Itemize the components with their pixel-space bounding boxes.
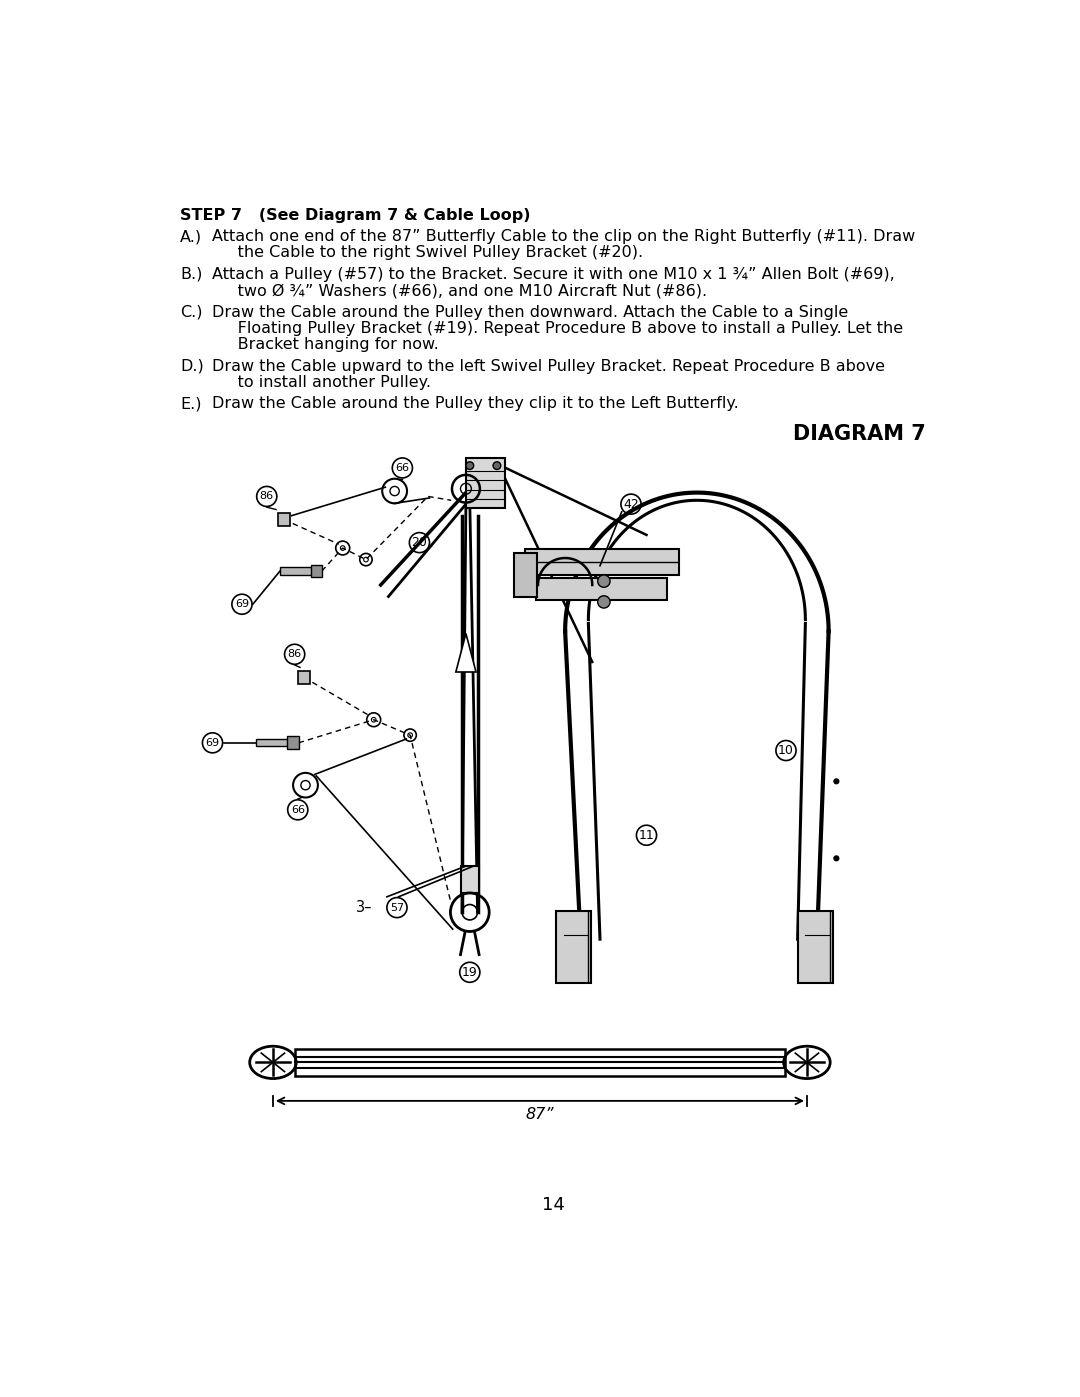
Text: two Ø ¾” Washers (#66), and one M10 Aircraft Nut (#86).: two Ø ¾” Washers (#66), and one M10 Airc…	[213, 284, 707, 298]
FancyBboxPatch shape	[311, 564, 322, 577]
Text: 86: 86	[259, 492, 274, 502]
Circle shape	[834, 855, 839, 862]
Text: Attach a Pulley (#57) to the Bracket. Secure it with one M10 x 1 ¾” Allen Bolt (: Attach a Pulley (#57) to the Bracket. Se…	[213, 267, 895, 282]
FancyBboxPatch shape	[298, 671, 310, 683]
Text: 69: 69	[205, 738, 219, 747]
FancyBboxPatch shape	[514, 553, 537, 598]
Text: 11: 11	[638, 828, 654, 842]
Text: DIAGRAM 7: DIAGRAM 7	[793, 425, 926, 444]
FancyBboxPatch shape	[556, 911, 592, 983]
Text: 57: 57	[390, 902, 404, 912]
FancyBboxPatch shape	[537, 578, 667, 599]
FancyBboxPatch shape	[465, 458, 504, 509]
Text: Bracket hanging for now.: Bracket hanging for now.	[213, 337, 440, 352]
Text: the Cable to the right Swivel Pulley Bracket (#20).: the Cable to the right Swivel Pulley Bra…	[213, 246, 644, 260]
Text: E.): E.)	[180, 397, 202, 411]
Circle shape	[597, 576, 610, 587]
Text: D.): D.)	[180, 359, 204, 373]
Circle shape	[597, 595, 610, 608]
Circle shape	[465, 462, 474, 469]
Text: 10: 10	[778, 745, 794, 757]
FancyBboxPatch shape	[280, 567, 313, 574]
Circle shape	[494, 462, 501, 469]
Text: Floating Pulley Bracket (#19). Repeat Procedure B above to install a Pulley. Let: Floating Pulley Bracket (#19). Repeat Pr…	[213, 321, 904, 335]
Text: 69: 69	[234, 599, 249, 609]
FancyBboxPatch shape	[278, 513, 291, 525]
Circle shape	[834, 778, 839, 784]
FancyBboxPatch shape	[798, 911, 834, 983]
Text: 3–: 3–	[355, 900, 373, 915]
Text: A.): A.)	[180, 229, 202, 244]
Polygon shape	[456, 633, 476, 672]
Text: 42: 42	[623, 497, 639, 511]
Text: Draw the Cable around the Pulley they clip it to the Left Butterfly.: Draw the Cable around the Pulley they cl…	[213, 397, 739, 411]
FancyBboxPatch shape	[525, 549, 679, 576]
Text: 20: 20	[411, 536, 428, 549]
Text: to install another Pulley.: to install another Pulley.	[213, 374, 432, 390]
Text: 19: 19	[462, 965, 477, 979]
Text: 66: 66	[395, 462, 409, 474]
FancyBboxPatch shape	[460, 866, 480, 893]
Text: 87”: 87”	[526, 1106, 554, 1122]
FancyBboxPatch shape	[287, 736, 299, 749]
Text: Draw the Cable around the Pulley then downward. Attach the Cable to a Single: Draw the Cable around the Pulley then do…	[213, 305, 849, 320]
Text: 86: 86	[287, 650, 301, 659]
FancyBboxPatch shape	[256, 739, 289, 746]
Text: STEP 7   (See Diagram 7 & Cable Loop): STEP 7 (See Diagram 7 & Cable Loop)	[180, 208, 530, 222]
Text: 66: 66	[291, 805, 305, 814]
Text: C.): C.)	[180, 305, 202, 320]
Text: Attach one end of the 87” Butterfly Cable to the clip on the Right Butterfly (#1: Attach one end of the 87” Butterfly Cabl…	[213, 229, 916, 244]
Text: 14: 14	[542, 1196, 565, 1214]
Text: B.): B.)	[180, 267, 202, 282]
Text: Draw the Cable upward to the left Swivel Pulley Bracket. Repeat Procedure B abov: Draw the Cable upward to the left Swivel…	[213, 359, 886, 373]
